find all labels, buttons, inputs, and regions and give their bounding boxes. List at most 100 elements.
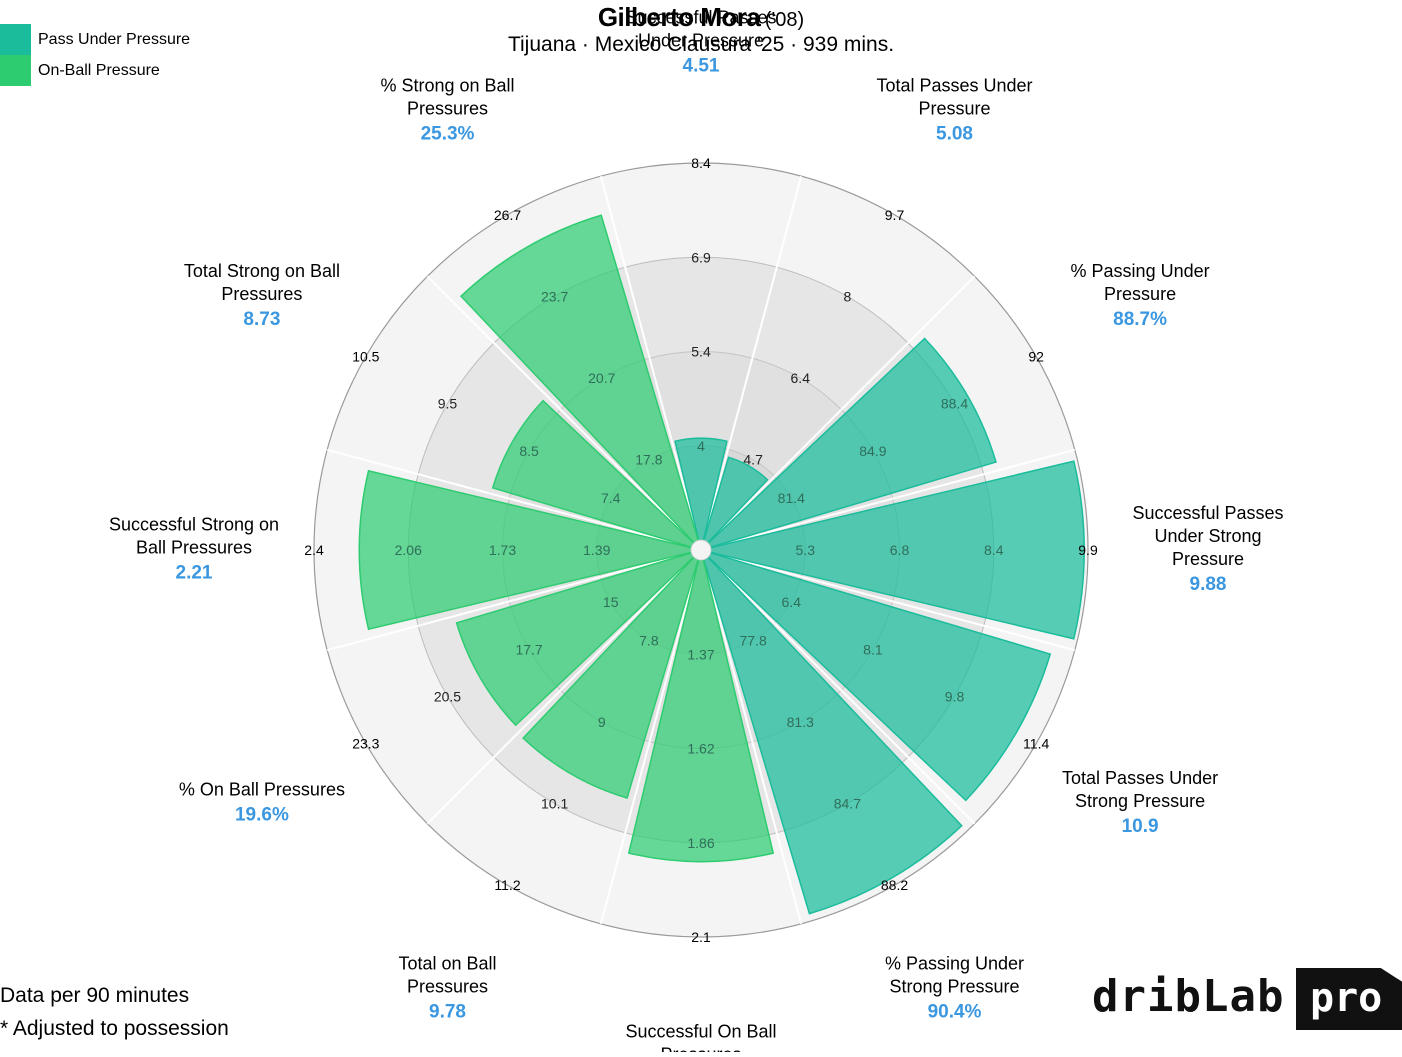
metric-value-successful-passes-under-strong-pressure: 9.88	[1190, 574, 1227, 595]
tick-label-successful-strong-on-ball-pressures: 1.39	[583, 542, 610, 558]
tick-label-pct-on-ball-pressures: 15	[603, 594, 619, 610]
tick-label-pct-strong-on-ball-pressures: 23.7	[541, 288, 568, 304]
tick-label-pct-passing-under-pressure: 88.4	[941, 396, 968, 412]
tick-label-successful-strong-on-ball-pressures: 2.06	[395, 542, 422, 558]
metric-label-pct-passing-under-pressure: Pressure	[1104, 284, 1176, 304]
spoke-line	[326, 448, 702, 551]
tick-label-total-on-ball-pressures: 9	[598, 714, 606, 730]
metric-value-total-passes-under-strong-pressure: 10.9	[1122, 816, 1159, 837]
metric-label-total-passes-under-pressure: Total Passes Under	[876, 75, 1032, 95]
driblab-logo: dribLab pro	[1092, 968, 1402, 1030]
legend-swatch-pass-under-pressure	[0, 24, 31, 55]
tick-label-pct-strong-on-ball-pressures: 20.7	[588, 370, 615, 386]
metric-value-total-passes-under-pressure: 5.08	[936, 123, 973, 144]
tick-label-total-passes-under-pressure: 4.7	[743, 452, 763, 468]
tick-label-total-on-ball-pressures: 10.1	[541, 796, 568, 812]
metric-label-pct-strong-on-ball-pressures: Pressures	[407, 98, 488, 118]
tick-label-pct-strong-on-ball-pressures: 26.7	[494, 207, 521, 223]
metric-value-pct-on-ball-pressures: 19.6%	[235, 805, 289, 826]
legend: Pass Under Pressure On-Ball Pressure	[0, 24, 190, 86]
metric-label-total-strong-on-ball-pressures: Pressures	[221, 284, 302, 304]
chart-title: Gilberto Mora ('08)	[0, 2, 1402, 33]
spoke-line	[700, 549, 976, 825]
tick-label-pct-on-ball-pressures: 23.3	[352, 736, 379, 752]
spoke-line	[700, 549, 803, 925]
metric-value-pct-passing-under-strong-pressure: 90.4%	[928, 1002, 982, 1023]
metric-value-successful-passes-under-pressure: 4.51	[683, 56, 720, 77]
tick-label-total-on-ball-pressures: 7.8	[639, 632, 659, 648]
metric-label-pct-strong-on-ball-pressures: % Strong on Ball	[380, 75, 514, 95]
tick-label-pct-on-ball-pressures: 20.5	[434, 688, 461, 704]
spoke-line	[700, 175, 803, 551]
metric-label-successful-passes-under-pressure: Successful Passes	[625, 8, 776, 28]
logo-badge-text: pro	[1310, 975, 1383, 1021]
spoke-line	[700, 549, 1076, 652]
legend-label-on-ball-pressure: On-Ball Pressure	[38, 61, 160, 79]
player-birth-year: ('08)	[764, 9, 805, 31]
logo-wordmark: dribLab	[1092, 971, 1285, 1022]
tick-label-total-passes-under-strong-pressure: 6.4	[782, 594, 802, 610]
metric-value-total-on-ball-pressures: 9.78	[429, 1002, 466, 1023]
metric-label-total-passes-under-pressure: Pressure	[918, 98, 990, 118]
metric-label-successful-on-ball-pressures: Successful On Ball	[625, 1022, 776, 1042]
tick-label-pct-passing-under-strong-pressure: 81.3	[787, 714, 814, 730]
tick-label-successful-passes-under-pressure: 4	[697, 438, 705, 454]
metric-label-pct-passing-under-strong-pressure: % Passing Under	[885, 954, 1024, 974]
tick-label-pct-passing-under-strong-pressure: 77.8	[740, 632, 767, 648]
metric-label-successful-strong-on-ball-pressures: Ball Pressures	[136, 538, 252, 558]
legend-swatch-on-ball-pressure	[0, 55, 31, 86]
tick-label-successful-passes-under-pressure: 6.9	[691, 249, 711, 265]
logo-badge	[1296, 968, 1402, 1030]
tick-label-pct-strong-on-ball-pressures: 17.8	[635, 452, 662, 468]
tick-label-successful-passes-under-pressure: 5.4	[691, 344, 711, 360]
legend-item-pass-under-pressure: Pass Under Pressure	[0, 24, 190, 55]
footnote-per-90: Data per 90 minutes	[0, 984, 190, 1007]
tick-label-successful-on-ball-pressures: 2.1	[691, 929, 711, 945]
spoke-line	[326, 549, 702, 652]
tick-label-pct-passing-under-pressure: 84.9	[859, 443, 886, 459]
tick-label-successful-strong-on-ball-pressures: 2.4	[304, 542, 324, 558]
metric-label-total-passes-under-strong-pressure: Strong Pressure	[1075, 791, 1205, 811]
metric-value-successful-strong-on-ball-pressures: 2.21	[176, 563, 213, 584]
metric-label-pct-on-ball-pressures: % On Ball Pressures	[179, 780, 345, 800]
spoke-line	[599, 549, 702, 925]
tick-label-successful-passes-under-strong-pressure: 8.4	[984, 542, 1004, 558]
tick-label-successful-on-ball-pressures: 1.86	[687, 835, 714, 851]
tick-label-total-strong-on-ball-pressures: 8.5	[519, 443, 539, 459]
metric-value-total-strong-on-ball-pressures: 8.73	[243, 309, 280, 330]
tick-label-pct-passing-under-pressure: 81.4	[778, 490, 805, 506]
tick-label-total-strong-on-ball-pressures: 10.5	[352, 349, 379, 365]
tick-label-total-passes-under-pressure: 6.4	[791, 370, 811, 386]
tick-label-successful-passes-under-strong-pressure: 9.9	[1078, 542, 1098, 558]
legend-item-on-ball-pressure: On-Ball Pressure	[0, 55, 190, 86]
tick-label-successful-passes-under-strong-pressure: 6.8	[890, 542, 910, 558]
tick-label-successful-strong-on-ball-pressures: 1.73	[489, 542, 516, 558]
tick-label-total-passes-under-strong-pressure: 8.1	[863, 641, 883, 657]
footnote-possession: * Adjusted to possession	[0, 1017, 229, 1040]
metric-label-pct-passing-under-strong-pressure: Strong Pressure	[889, 977, 1019, 997]
metric-label-successful-on-ball-pressures: Pressures	[660, 1045, 741, 1053]
metric-label-successful-passes-under-strong-pressure: Pressure	[1172, 549, 1244, 569]
metric-label-successful-passes-under-strong-pressure: Successful Passes	[1132, 503, 1283, 523]
metric-label-successful-strong-on-ball-pressures: Successful Strong on	[109, 515, 279, 535]
tick-label-total-strong-on-ball-pressures: 9.5	[438, 396, 458, 412]
legend-label-pass-under-pressure: Pass Under Pressure	[38, 30, 191, 48]
tick-label-total-passes-under-pressure: 9.7	[885, 207, 905, 223]
spoke-line	[700, 275, 976, 551]
metric-label-total-on-ball-pressures: Pressures	[407, 977, 488, 997]
tick-label-pct-passing-under-strong-pressure: 88.2	[881, 877, 908, 893]
metric-label-total-on-ball-pressures: Total on Ball	[398, 954, 496, 974]
center-hub	[690, 539, 712, 561]
metric-label-successful-passes-under-pressure: Under Pressure	[638, 31, 764, 51]
tick-label-successful-passes-under-pressure: 8.4	[691, 155, 711, 171]
tick-label-total-passes-under-pressure: 8	[843, 288, 851, 304]
tick-label-total-strong-on-ball-pressures: 7.4	[601, 490, 621, 506]
metric-label-successful-passes-under-strong-pressure: Under Strong	[1154, 526, 1261, 546]
metric-label-pct-passing-under-pressure: % Passing Under	[1071, 261, 1210, 281]
tick-label-pct-passing-under-pressure: 92	[1028, 349, 1044, 365]
spoke-line	[599, 175, 702, 551]
metric-value-pct-strong-on-ball-pressures: 25.3%	[421, 123, 475, 144]
spoke-line	[426, 549, 702, 825]
metric-label-total-strong-on-ball-pressures: Total Strong on Ball	[184, 261, 340, 281]
